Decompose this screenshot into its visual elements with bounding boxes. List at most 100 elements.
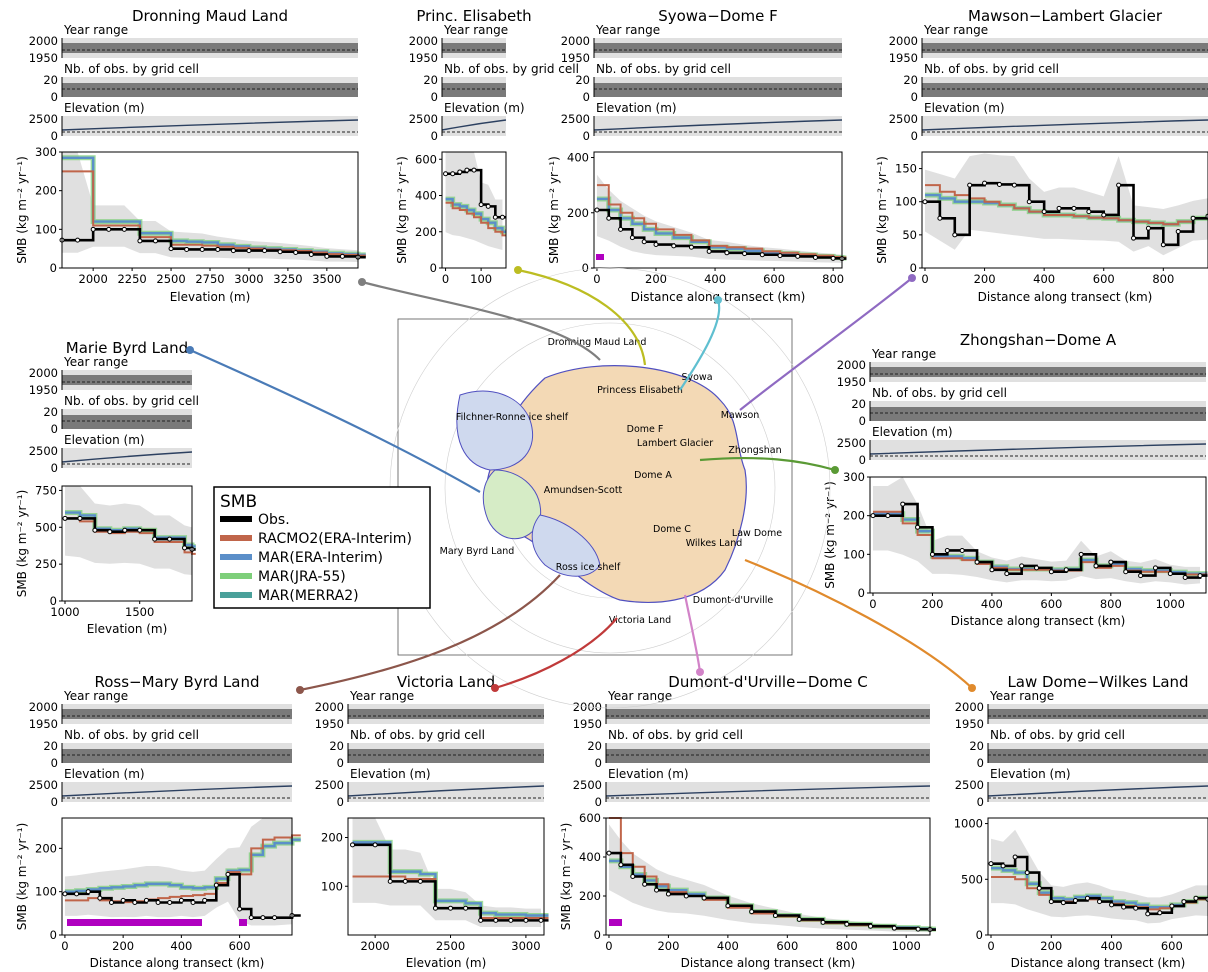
strip-label: Year range (349, 689, 414, 703)
strip-tick: 20 (423, 73, 438, 87)
obs-point (471, 167, 477, 173)
obs-point (688, 244, 694, 250)
obs-point (85, 889, 91, 895)
legend-label: MAR(ERA-Interim) (258, 550, 383, 566)
strip-dark-band (442, 83, 506, 97)
obs-point (1012, 854, 1018, 860)
x-tick-label: 400 (1033, 272, 1055, 286)
obs-point (974, 559, 980, 565)
elevation-profile (61, 119, 359, 131)
strip-tick: 2000 (29, 34, 58, 48)
y-tick-label: 100 (895, 195, 917, 209)
obs-point (448, 905, 454, 911)
x-tick-label: 600 (1093, 272, 1115, 286)
y-tick-label: 600 (579, 811, 601, 825)
x-tick-label: 400 (1101, 939, 1123, 953)
obs-point (683, 893, 689, 899)
elevation-profile (987, 785, 1208, 797)
obs-point (1093, 563, 1099, 569)
map-label: Mawson (721, 410, 760, 421)
map-label: Lambert Glacier (637, 438, 713, 449)
arrow-dumont-durville (683, 594, 702, 673)
y-tick-label: 250 (35, 557, 57, 571)
strip-label: Year range (443, 23, 508, 37)
strip-tick: 2500 (889, 112, 918, 126)
strip-tick: 1950 (561, 51, 590, 65)
purple-segment-bar (239, 919, 247, 926)
obs-point (742, 251, 748, 257)
obs-point (1138, 573, 1144, 579)
obs-point (450, 171, 456, 177)
obs-point (1190, 215, 1196, 221)
obs-point (478, 917, 484, 923)
obs-point (1034, 565, 1040, 571)
map-label: Ross ice shelf (556, 562, 621, 573)
obs-point (538, 917, 544, 923)
y-tick-label: 200 (321, 831, 343, 845)
obs-point (952, 232, 958, 238)
plot-frame (869, 476, 1207, 594)
legend-label: RACMO2(ERA-Interim) (258, 531, 412, 547)
obs-point (915, 926, 921, 932)
obs-point (417, 878, 423, 884)
strip-dark-band (594, 43, 842, 53)
obs-point (594, 207, 600, 213)
obs-point (1169, 903, 1175, 909)
y-axis-label: SMB (kg m⁻² yr⁻¹) (547, 156, 561, 264)
panel-title: Marie Byrd Land (66, 339, 188, 357)
arrow-princess-elisabeth (517, 268, 647, 366)
strip-label: Elevation (m) (64, 101, 145, 115)
x-tick-label: 600 (763, 272, 785, 286)
arrow-mawson-lambert-head (908, 274, 916, 282)
y-tick-label: 200 (843, 509, 865, 523)
west-antarctica (482, 469, 542, 540)
strip-label: Year range (871, 347, 936, 361)
x-tick-label: 600 (229, 939, 251, 953)
x-tick-label: 3250 (273, 272, 302, 286)
obs-point (606, 850, 612, 856)
x-tick-label: 3000 (234, 272, 263, 286)
legend-label: MAR(JRA-55) (258, 569, 346, 585)
y-tick-label: 200 (567, 206, 589, 220)
obs-point (199, 246, 205, 252)
strip-tick: 1950 (573, 717, 602, 731)
strip-tick: 0 (859, 453, 866, 467)
obs-uncertainty-band (64, 818, 292, 926)
x-tick-label: 1000 (892, 939, 921, 953)
obs-point (868, 923, 874, 929)
x-axis-label: Distance along transect (km) (951, 614, 1126, 628)
obs-point (642, 881, 648, 887)
strip-dark-band (988, 709, 1208, 719)
obs-point (248, 915, 254, 921)
elevation-profile (605, 785, 931, 797)
x-tick-label: 400 (981, 597, 1003, 611)
x-tick-label: 200 (645, 272, 667, 286)
obs-point (1193, 895, 1199, 901)
strip-tick: 2000 (889, 34, 918, 48)
strip-band (922, 116, 1208, 136)
y-tick-label: 0 (430, 261, 437, 275)
series-mar-erai (64, 838, 301, 893)
obs-point (618, 862, 624, 868)
x-tick-label: 600 (776, 939, 798, 953)
obs-point (75, 237, 81, 243)
obs-point (213, 882, 219, 888)
obs-point (1109, 902, 1115, 908)
strip-tick: 0 (51, 422, 58, 436)
legend-frame (213, 486, 431, 609)
obs-point (1078, 551, 1084, 557)
strip-band (62, 116, 358, 136)
strip-band (606, 782, 930, 802)
strip-tick: 1950 (29, 717, 58, 731)
obs-point (1101, 212, 1107, 218)
obs-point (122, 527, 128, 533)
strip-label: Nb. of obs. by grid cell (64, 62, 199, 76)
map-label: Dome F (627, 424, 664, 435)
x-tick-label: 2750 (195, 272, 224, 286)
obs-point (387, 878, 393, 884)
arrow-victoria-land-head (491, 684, 499, 692)
strip-label: Nb. of obs. by grid cell (444, 62, 579, 76)
purple-segment-bar (67, 919, 202, 926)
